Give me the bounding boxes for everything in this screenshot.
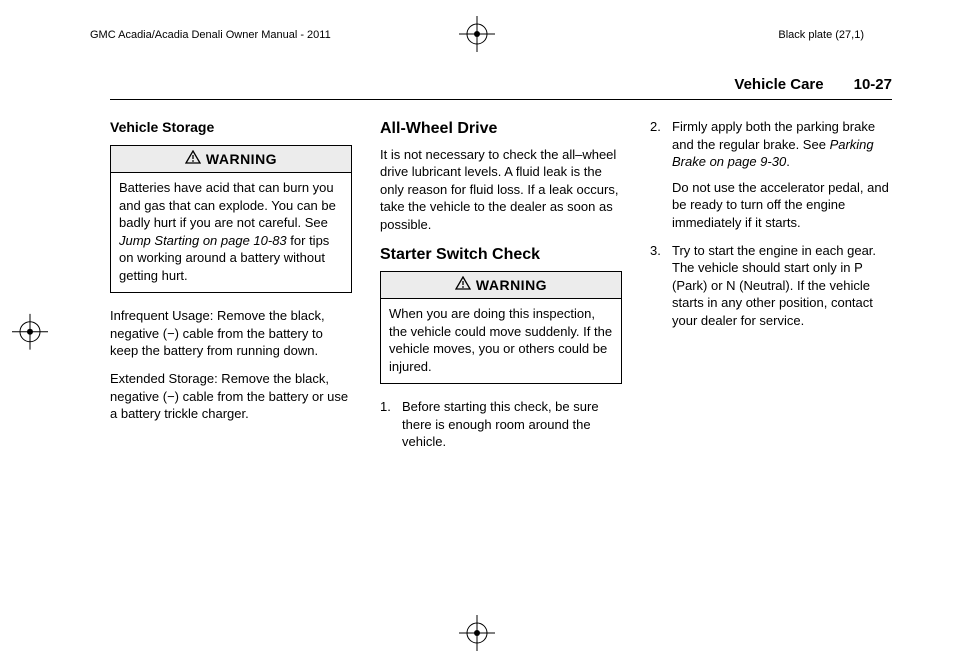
warning-icon (185, 150, 201, 169)
page-header: Vehicle Care 10-27 (110, 75, 892, 100)
column-3: 2. Firmly apply both the parking brake a… (650, 118, 892, 461)
para-extended: Extended Storage: Remove the black, nega… (110, 370, 352, 423)
warning-label: WARNING (476, 276, 547, 295)
step-number: 2. (650, 118, 672, 231)
para-infrequent: Infrequent Usage: Remove the black, nega… (110, 307, 352, 360)
warning-box-starter: WARNING When you are doing this inspecti… (380, 271, 622, 384)
heading-vehicle-storage: Vehicle Storage (110, 118, 352, 137)
registration-mark-bottom (459, 615, 495, 656)
step2-text-c: Do not use the accelerator pedal, and be… (672, 179, 892, 232)
para-awd: It is not necessary to check the all–whe… (380, 146, 622, 234)
section-title: Vehicle Care (734, 75, 823, 95)
step-number: 1. (380, 398, 402, 451)
columns: Vehicle Storage WARNING Batteries have a… (110, 118, 892, 461)
warning-icon (455, 276, 471, 295)
warning-header-2: WARNING (381, 272, 621, 299)
plate-text: Black plate (27,1) (778, 28, 864, 43)
step-2: 2. Firmly apply both the parking brake a… (650, 118, 892, 231)
warning-box-storage: WARNING Batteries have acid that can bur… (110, 145, 352, 293)
step-text: Try to start the engine in each gear. Th… (672, 242, 892, 330)
manual-title-text: GMC Acadia/Acadia Denali Owner Manual - … (90, 28, 331, 43)
heading-awd: All-Wheel Drive (380, 118, 622, 140)
warning-body-storage: Batteries have acid that can burn you an… (111, 173, 351, 292)
warning-header: WARNING (111, 146, 351, 173)
heading-starter: Starter Switch Check (380, 244, 622, 266)
step-text: Firmly apply both the parking brake and … (672, 118, 892, 231)
registration-mark-left (12, 314, 48, 355)
warning-label: WARNING (206, 150, 277, 169)
warning-body-starter: When you are doing this inspection, the … (381, 299, 621, 383)
steps-list-part1: 1. Before starting this check, be sure t… (380, 398, 622, 451)
warning-text-1: Batteries have acid that can burn you an… (119, 180, 336, 230)
column-2: All-Wheel Drive It is not necessary to c… (380, 118, 622, 461)
step2-text-b: . (786, 154, 790, 169)
page-body: Vehicle Care 10-27 Vehicle Storage WARNI… (110, 75, 892, 461)
step-3: 3. Try to start the engine in each gear.… (650, 242, 892, 330)
column-1: Vehicle Storage WARNING Batteries have a… (110, 118, 352, 461)
steps-list-part2: 2. Firmly apply both the parking brake a… (650, 118, 892, 329)
page-number: 10-27 (854, 75, 892, 95)
step-number: 3. (650, 242, 672, 330)
step-text: Before starting this check, be sure ther… (402, 398, 622, 451)
registration-mark-top (459, 16, 495, 52)
warning-text-ref: Jump Starting on page 10-83 (119, 233, 287, 248)
step-1: 1. Before starting this check, be sure t… (380, 398, 622, 451)
